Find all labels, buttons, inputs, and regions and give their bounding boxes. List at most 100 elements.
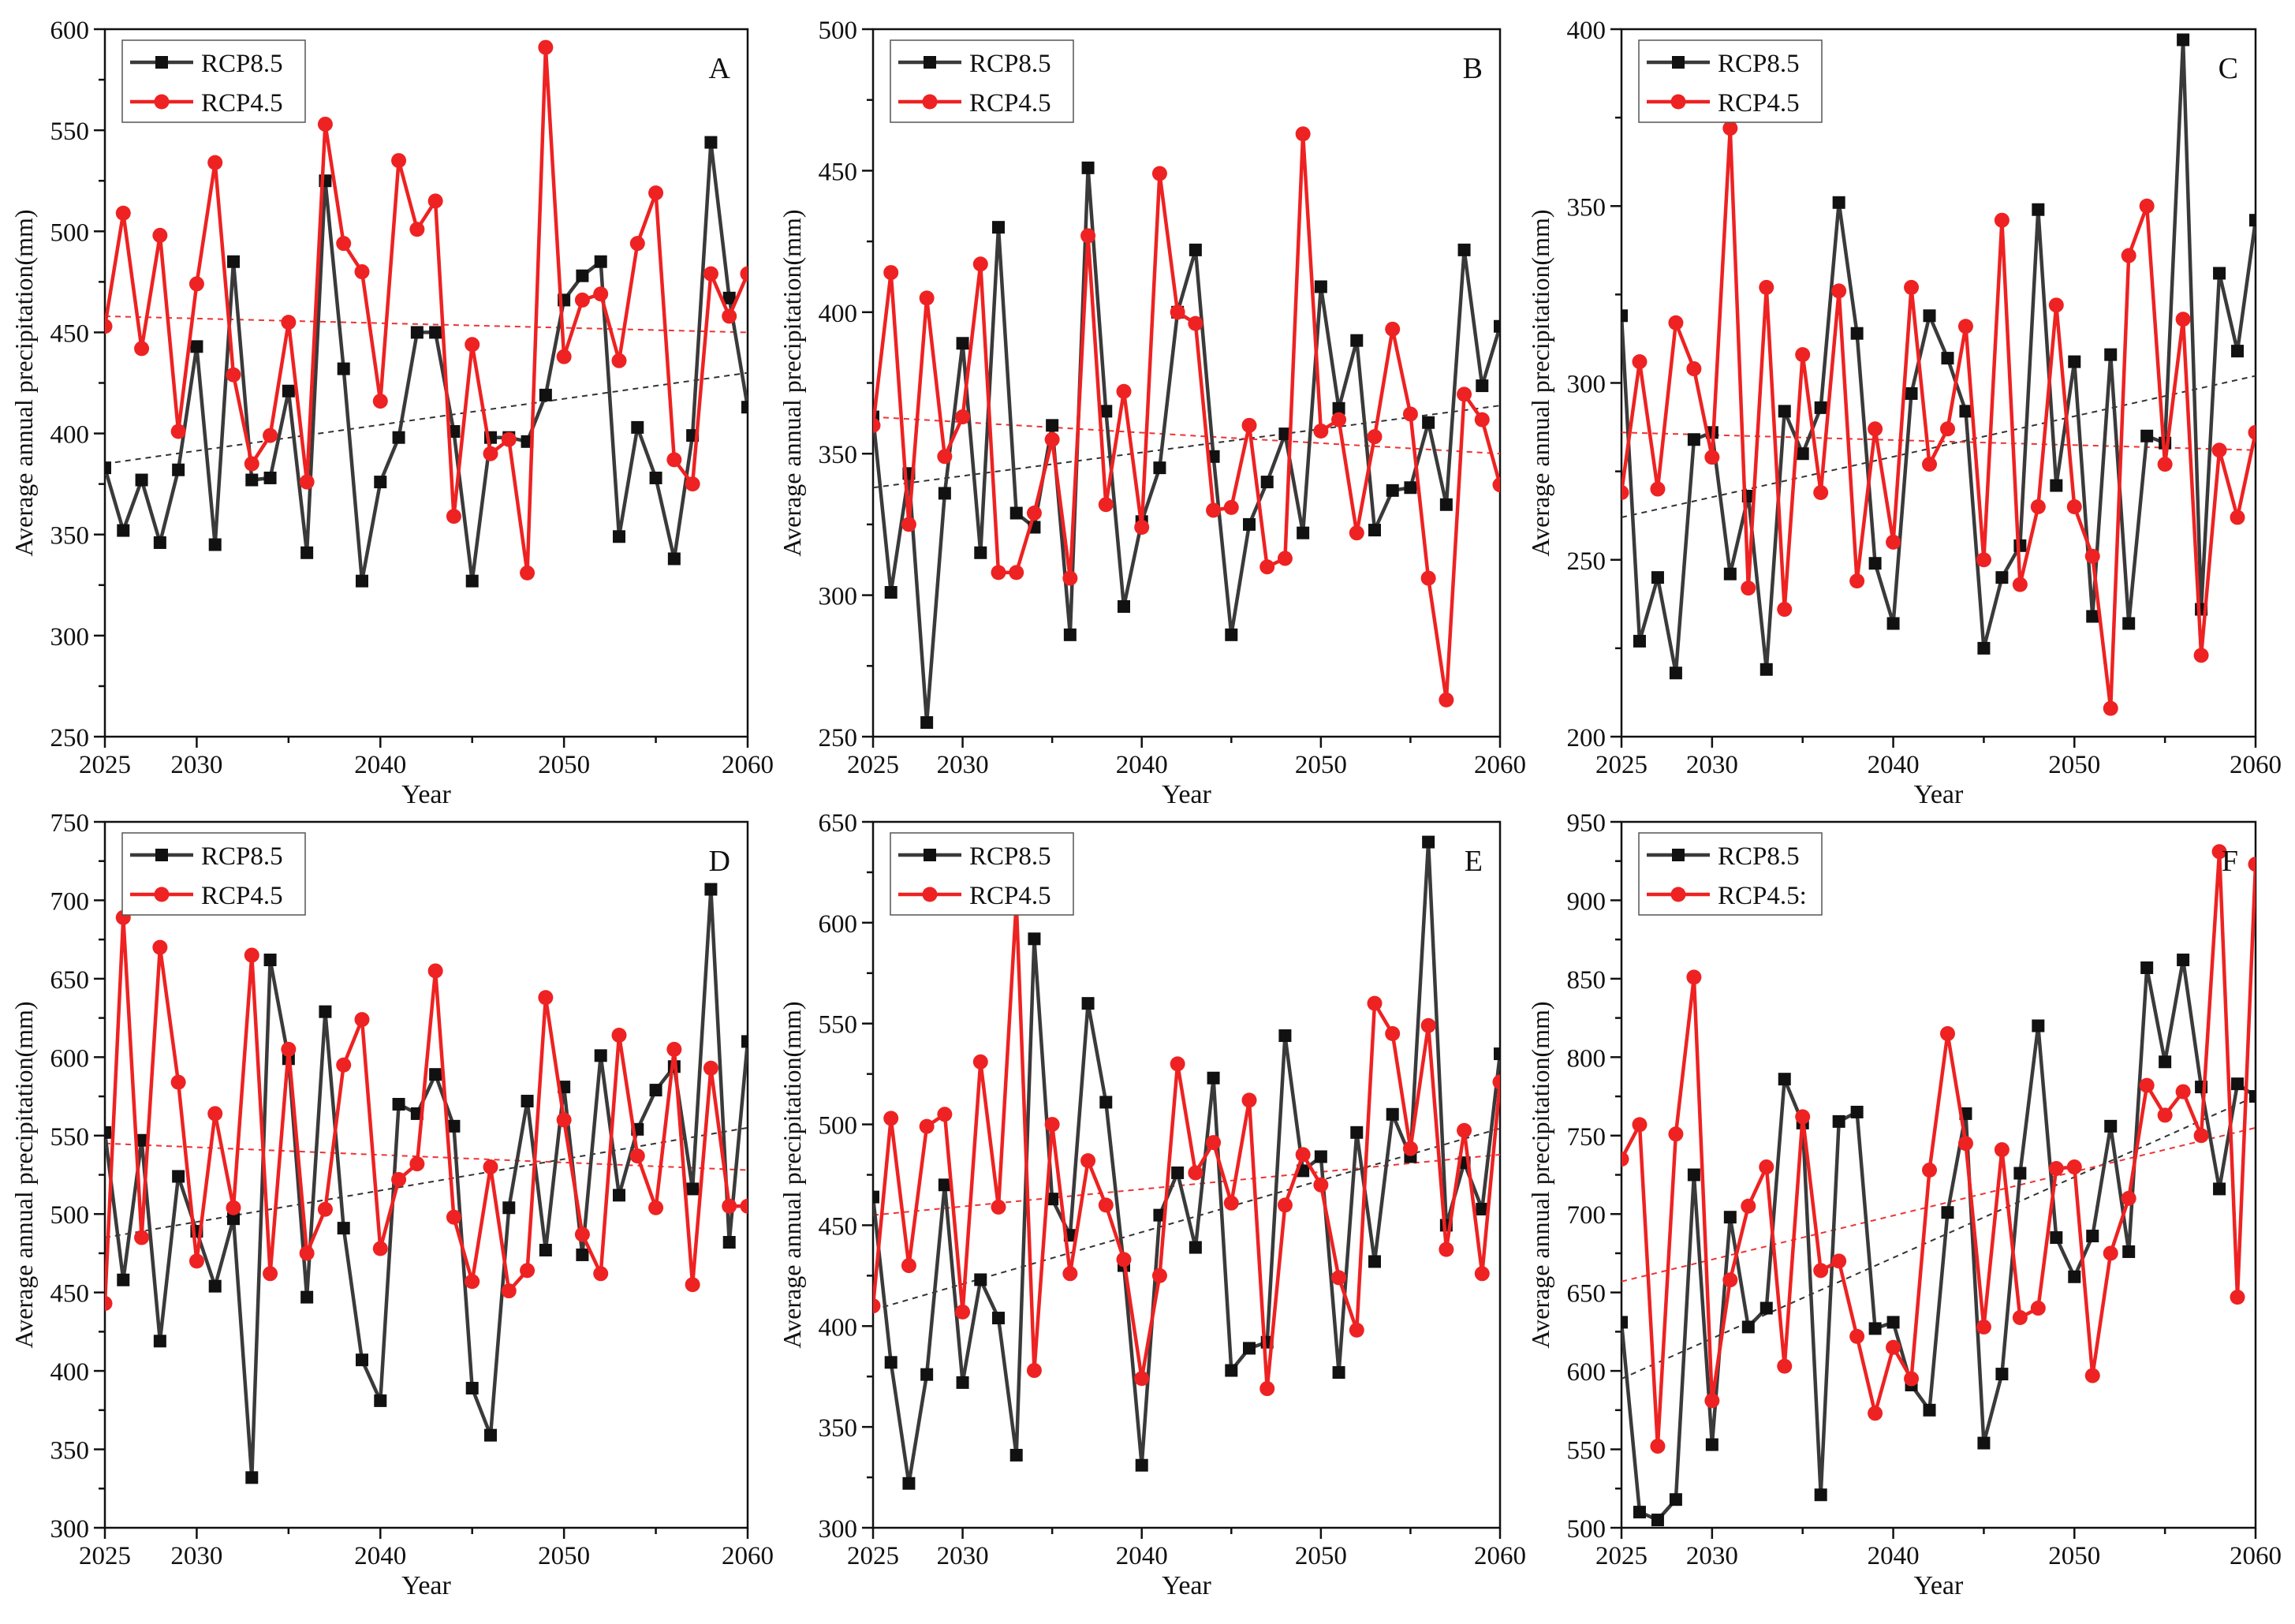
data-point-rcp45 (1367, 995, 1383, 1011)
series-line-rcp45 (105, 45, 748, 575)
data-point-rcp45 (391, 1171, 407, 1187)
data-point-rcp85 (2140, 429, 2154, 442)
data-point-rcp85 (502, 1201, 516, 1215)
data-point-rcp45 (955, 409, 971, 425)
data-point-rcp85 (245, 1471, 259, 1484)
data-point-rcp85 (956, 337, 969, 350)
data-point-rcp45 (483, 446, 498, 461)
data-point-rcp85 (2213, 1182, 2226, 1196)
trend-line-rcp45 (1621, 431, 2256, 451)
data-point-rcp45 (1313, 1177, 1329, 1193)
x-tick-label: 2030 (1686, 1542, 1738, 1570)
x-tick-label: 2025 (79, 751, 131, 779)
data-point-rcp85 (1314, 280, 1327, 293)
data-point-rcp85 (465, 1381, 479, 1394)
data-point-rcp85 (2249, 214, 2256, 227)
data-point-rcp45 (883, 265, 899, 281)
data-point-rcp45 (520, 565, 536, 581)
data-point-rcp45 (188, 1253, 204, 1269)
data-point-rcp85 (1243, 517, 1256, 531)
y-tick-label: 500 (50, 1201, 90, 1230)
data-point-rcp45 (170, 1074, 186, 1090)
data-point-rcp45 (1206, 1135, 1222, 1151)
data-point-rcp85 (2159, 1055, 2172, 1069)
data-point-rcp85 (1297, 526, 1310, 539)
series-line-rcp45 (1621, 126, 2256, 711)
data-point-rcp85 (1225, 1364, 1238, 1377)
legend: RCP8.5 RCP4.5 (121, 832, 306, 916)
data-point-rcp45 (937, 1107, 953, 1122)
data-point-rcp85 (1886, 1316, 1900, 1329)
y-tick-label: 750 (1567, 1123, 1606, 1152)
data-point-rcp45 (1295, 1147, 1311, 1163)
data-point-rcp45 (1062, 1266, 1078, 1282)
y-tick-label: 900 (1567, 887, 1606, 916)
series-line-rcp45 (1621, 849, 2256, 1448)
data-point-rcp85 (208, 1279, 222, 1293)
data-point-rcp85 (1494, 1047, 1500, 1061)
data-point-rcp85 (1081, 161, 1095, 174)
plot-frame (871, 820, 1502, 1529)
data-point-rcp85 (135, 1133, 148, 1147)
data-point-rcp85 (902, 1477, 916, 1490)
data-point-rcp85 (1332, 401, 1345, 415)
data-point-rcp45 (1134, 519, 1150, 535)
data-point-rcp45 (901, 517, 916, 532)
data-point-rcp45 (1151, 1267, 1167, 1283)
data-point-rcp85 (319, 1005, 332, 1018)
data-point-rcp45 (2012, 1309, 2028, 1325)
data-point-rcp85 (1741, 1320, 1755, 1334)
y-tick-label: 800 (1567, 1044, 1606, 1073)
data-point-rcp85 (1207, 1071, 1220, 1085)
data-point-rcp85 (105, 1126, 111, 1139)
y-tick-label: 300 (1567, 371, 1606, 399)
data-point-rcp85 (667, 552, 681, 566)
data-point-rcp85 (1886, 617, 1900, 630)
data-point-rcp85 (1796, 447, 1809, 461)
data-point-rcp45 (1385, 321, 1401, 337)
data-point-rcp45 (883, 1111, 899, 1126)
y-tick-label: 550 (50, 1123, 90, 1152)
data-point-rcp45 (1939, 421, 1955, 437)
data-point-rcp45 (1062, 570, 1078, 586)
plot-area (873, 126, 1500, 730)
data-point-rcp85 (1832, 196, 1845, 209)
data-point-rcp45 (336, 236, 352, 252)
x-axis-label: Year (1914, 780, 1964, 809)
trend-line-rcp85 (873, 1127, 1500, 1311)
data-point-rcp85 (1723, 1211, 1737, 1224)
series-line-rcp45 (873, 132, 1500, 702)
legend-label: RCP8.5 (1718, 50, 1800, 78)
data-point-rcp85 (1760, 1301, 1773, 1315)
y-tick-label: 700 (50, 887, 90, 916)
legend: RCP8.5 RCP4.5 (1638, 39, 1823, 123)
data-point-rcp85 (172, 463, 185, 476)
data-point-rcp45 (134, 341, 150, 357)
legend-label: RCP4.5 (201, 89, 283, 118)
data-point-rcp85 (884, 586, 897, 599)
y-tick-label: 450 (819, 1212, 858, 1241)
data-point-rcp85 (1995, 571, 2009, 584)
panel-label: F (2222, 845, 2238, 878)
data-point-rcp85 (1189, 243, 1202, 256)
data-point-rcp45 (1277, 551, 1293, 566)
data-point-rcp45 (317, 1201, 333, 1217)
data-point-rcp85 (2177, 954, 2190, 967)
data-point-rcp45 (1295, 126, 1311, 142)
data-point-rcp45 (2193, 648, 2209, 663)
x-tick-label: 2030 (170, 751, 222, 779)
data-point-rcp85 (2086, 610, 2099, 623)
series-line-rcp85 (1621, 958, 2256, 1522)
data-point-rcp45 (1026, 1363, 1042, 1379)
data-point-rcp45 (446, 1209, 461, 1225)
data-point-rcp45 (446, 509, 461, 525)
data-point-rcp45 (666, 1041, 682, 1057)
x-tick-label: 2030 (1686, 751, 1738, 779)
data-point-rcp45 (1976, 1319, 1991, 1335)
x-axis-label: Year (1162, 780, 1211, 809)
data-point-rcp45 (105, 319, 113, 334)
data-point-rcp45 (574, 1226, 590, 1242)
data-point-rcp85 (1099, 1096, 1113, 1109)
data-point-rcp45 (170, 424, 186, 439)
data-point-rcp85 (190, 340, 203, 353)
